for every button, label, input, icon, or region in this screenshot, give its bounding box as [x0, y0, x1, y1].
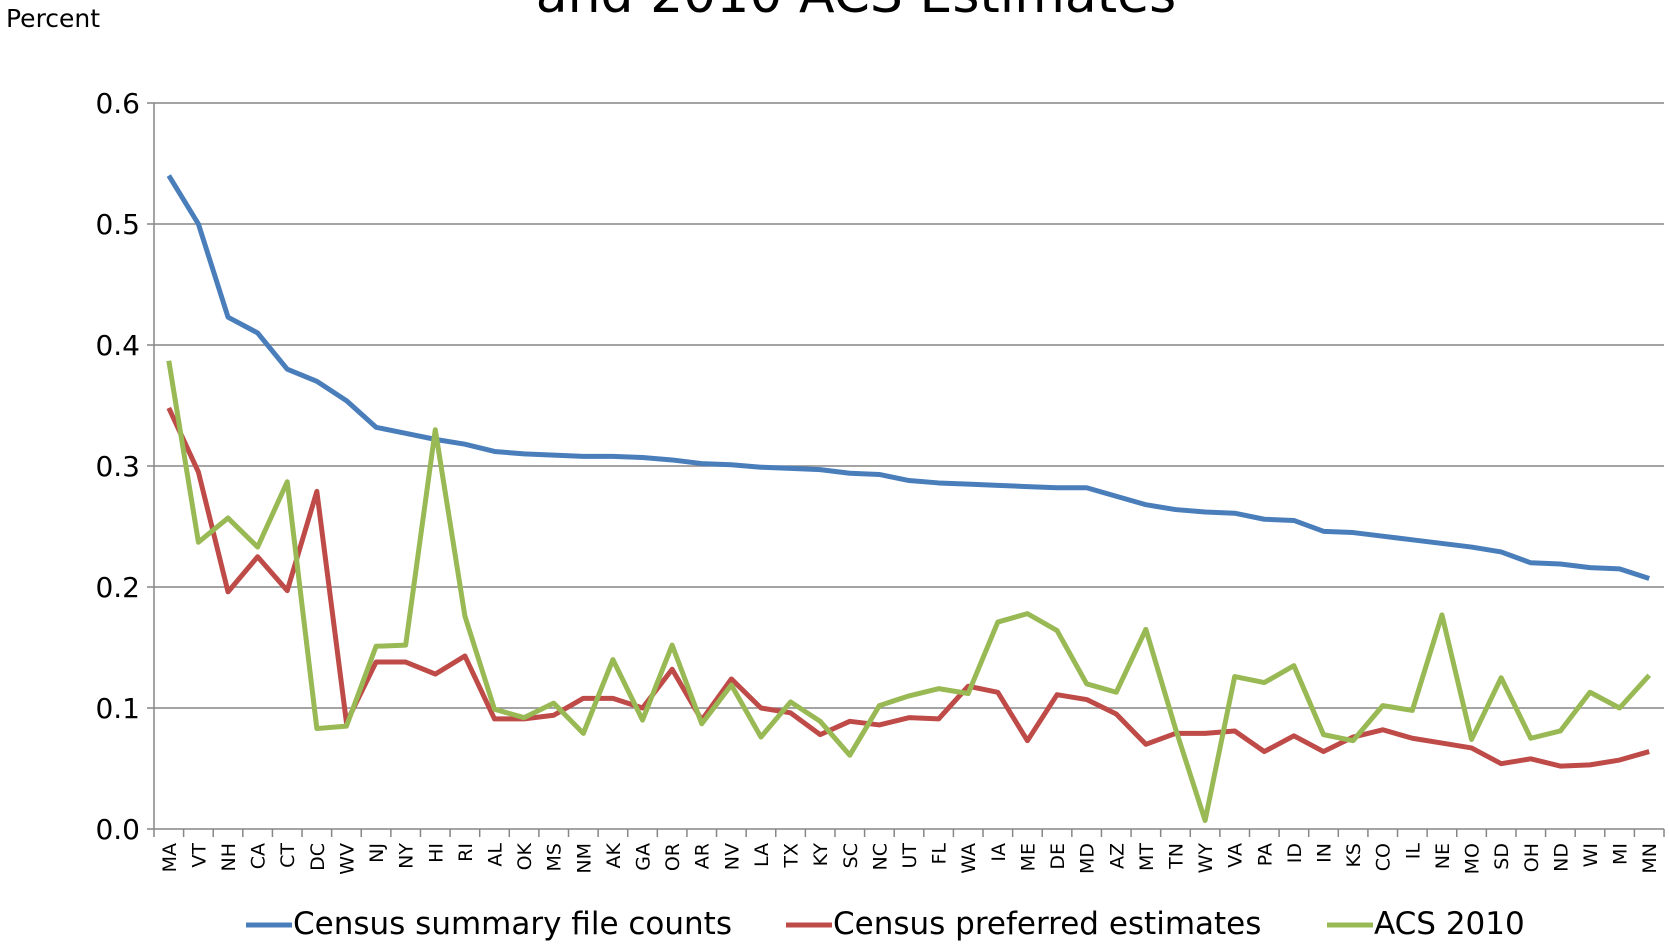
- x-tick-label: ID: [1284, 843, 1306, 863]
- x-tick-label: NY: [396, 843, 418, 869]
- x-tick-label: PA: [1254, 843, 1276, 866]
- x-tick-label: KY: [810, 843, 832, 867]
- x-tick-label: NM: [573, 843, 595, 874]
- x-tick-label: MT: [1136, 843, 1158, 871]
- y-tick-label: 0.2: [95, 571, 140, 604]
- x-tick-label: MA: [159, 843, 181, 872]
- x-tick-label: CT: [277, 843, 299, 868]
- x-tick-label: AK: [603, 842, 625, 868]
- x-tick-label: WA: [958, 843, 980, 874]
- x-tick-label: TN: [1165, 843, 1187, 870]
- y-tick-label: 0.5: [95, 208, 140, 241]
- x-tick-label: IA: [988, 843, 1010, 862]
- x-tick-label: OR: [662, 843, 684, 871]
- legend-label: Census summary file counts: [293, 906, 732, 942]
- x-tick-label: FL: [929, 843, 951, 865]
- legend-label: ACS 2010: [1374, 906, 1525, 942]
- x-tick-label: ME: [1017, 843, 1039, 871]
- x-tick-label: MO: [1462, 843, 1484, 874]
- x-tick-label: VA: [1225, 843, 1247, 868]
- x-tick-label: AL: [484, 843, 506, 867]
- y-axis-label: Percent: [6, 4, 100, 33]
- x-tick-label: OK: [514, 842, 536, 870]
- x-tick-label: IL: [1402, 843, 1424, 860]
- x-tick-label: WI: [1580, 843, 1602, 867]
- x-tick-label: IN: [1314, 843, 1336, 863]
- x-tick-label: AR: [692, 843, 714, 869]
- x-tick-label: HI: [425, 843, 447, 863]
- x-tick-label: VT: [188, 843, 210, 868]
- x-tick-label: OH: [1521, 843, 1543, 872]
- series-line: [166, 360, 1652, 824]
- chart-title: and 2010 ACS Estimates: [536, 0, 1177, 25]
- x-tick-label: WY: [1195, 843, 1217, 874]
- series-line: [166, 174, 1650, 581]
- x-tick-label: NJ: [366, 843, 388, 863]
- x-tick-label: KS: [1343, 843, 1365, 868]
- x-tick-label: NH: [218, 843, 240, 872]
- x-tick-label: UT: [899, 843, 921, 869]
- x-tick-label: AZ: [1106, 843, 1128, 869]
- y-tick-label: 0.4: [95, 329, 140, 362]
- x-tick-label: GA: [633, 843, 655, 871]
- y-tick-label: 0.3: [95, 450, 140, 483]
- x-tick-label: DE: [1047, 843, 1069, 870]
- x-tick-label: WV: [336, 843, 358, 875]
- x-tick-label: SD: [1491, 843, 1513, 870]
- x-tick-label: SC: [840, 843, 862, 868]
- legend-label: Census preferred estimates: [833, 906, 1261, 942]
- x-tick-label: CO: [1373, 843, 1395, 871]
- x-tick-label: TX: [781, 843, 803, 869]
- x-tick-label: ND: [1550, 843, 1572, 872]
- x-tick-label: LA: [751, 843, 773, 867]
- y-tick-label: 0.0: [95, 813, 140, 846]
- x-tick-label: MD: [1077, 843, 1099, 874]
- series-line: [166, 406, 1650, 769]
- x-tick-label: NE: [1432, 843, 1454, 869]
- x-tick-label: RI: [455, 843, 477, 862]
- x-tick-label: CA: [248, 843, 270, 869]
- x-tick-label: MN: [1639, 843, 1661, 874]
- y-tick-label: 0.6: [95, 87, 140, 120]
- x-tick-label: NV: [721, 843, 743, 870]
- x-tick-label: MI: [1610, 843, 1632, 865]
- x-tick-label: MS: [544, 843, 566, 871]
- x-tick-label: NC: [869, 843, 891, 870]
- x-tick-label: DC: [307, 843, 329, 871]
- y-tick-label: 0.1: [95, 692, 140, 725]
